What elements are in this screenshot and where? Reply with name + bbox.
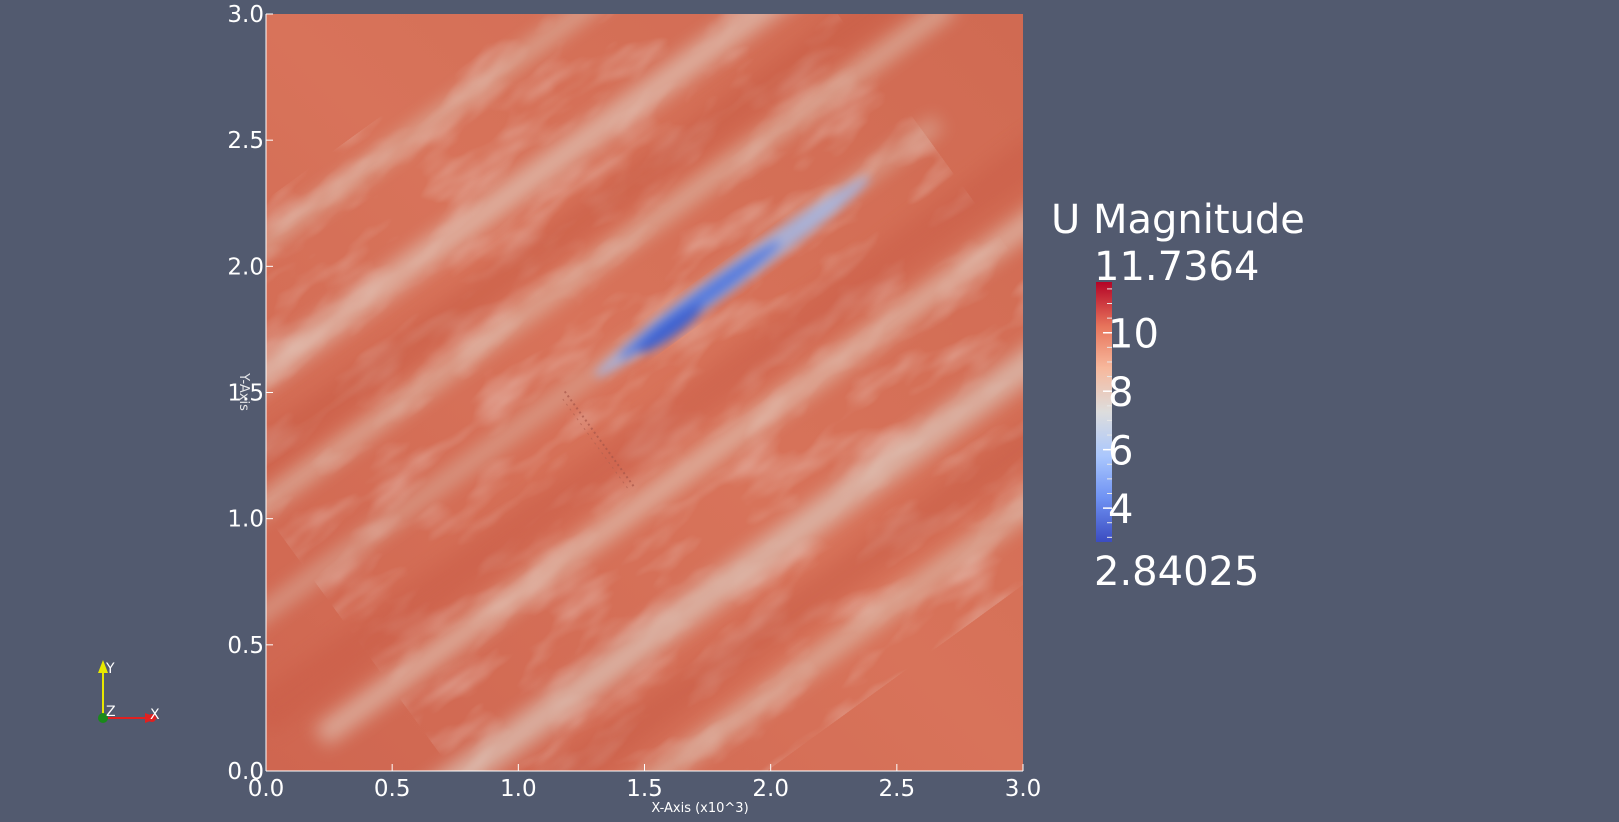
x-tick-label: 0.5 xyxy=(374,776,411,802)
colorbar: U Magnitude 11.7364 4 6 8 10 2.84025 xyxy=(1051,197,1305,595)
y-tick-label: 1.5 xyxy=(227,381,264,407)
colorbar-tick-label: 4 xyxy=(1108,487,1133,533)
colorbar-tick-label: 6 xyxy=(1108,429,1133,475)
x-tick-label: 0.0 xyxy=(248,776,285,802)
colorbar-title: U Magnitude xyxy=(1051,197,1305,243)
x-axis-ticks: 0.0 0.5 1.0 1.5 2.0 2.5 3.0 xyxy=(248,764,1042,802)
y-axis-title: Y-Axis xyxy=(236,372,251,411)
triad-y-label: Y xyxy=(105,661,115,677)
x-tick-label: 1.0 xyxy=(500,776,537,802)
x-tick-label: 2.5 xyxy=(879,776,916,802)
y-tick-label: 2.5 xyxy=(227,128,264,154)
colorbar-ticks: 4 6 8 10 xyxy=(1103,288,1159,538)
y-axis-ticks: 0.0 0.5 1.0 1.5 2.0 2.5 3.0 xyxy=(227,2,273,785)
x-tick-label: 3.0 xyxy=(1005,776,1042,802)
y-tick-label: 1.0 xyxy=(227,507,264,533)
y-tick-label: 0.5 xyxy=(227,633,264,659)
y-tick-label: 2.0 xyxy=(227,254,264,280)
x-axis-title: X-Axis (x10^3) xyxy=(651,801,748,816)
colorbar-tick-label: 8 xyxy=(1108,370,1133,416)
x-tick-label: 1.5 xyxy=(626,776,663,802)
x-tick-label: 2.0 xyxy=(752,776,789,802)
triad-z-label: Z xyxy=(106,704,116,720)
y-tick-label: 3.0 xyxy=(227,2,264,28)
triad-x-label: X xyxy=(150,707,160,723)
orientation-triad: Y Z X xyxy=(98,660,160,723)
heatmap-field xyxy=(266,14,1023,771)
colorbar-max-label: 11.7364 xyxy=(1094,244,1259,290)
colorbar-tick-label: 10 xyxy=(1108,312,1159,358)
y-tick-label: 0.0 xyxy=(227,759,264,785)
colorbar-min-label: 2.84025 xyxy=(1094,549,1259,595)
